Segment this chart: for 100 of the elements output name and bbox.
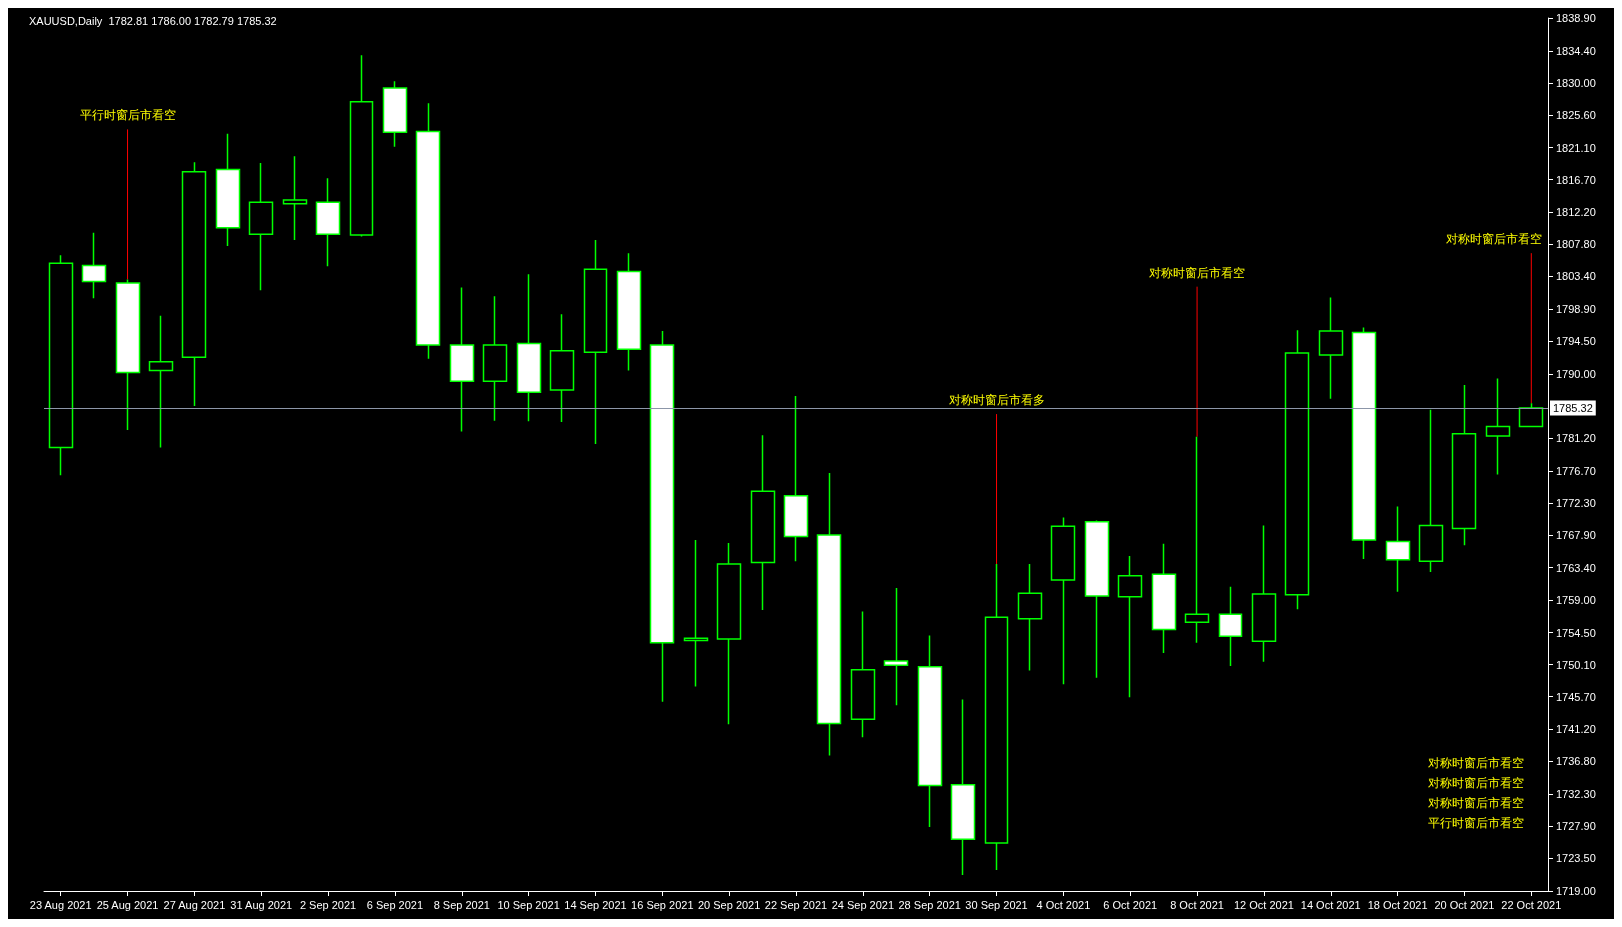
x-tick-label: 8 Oct 2021 [1170,898,1224,911]
x-tick-label: 23 Aug 2021 [29,898,92,911]
y-tick-label: 1781.20 [1556,432,1596,445]
candlestick [1251,524,1277,663]
candlestick [382,80,408,148]
y-tick-label: 1759.00 [1556,593,1596,606]
x-tick-label: 22 Oct 2021 [1501,898,1562,911]
candlestick [215,133,241,247]
ref-line-label: 1785.32 [1553,402,1593,415]
y-tick-label: 1821.10 [1556,141,1596,154]
x-tick-label: 25 Aug 2021 [96,898,159,911]
x-tick-label: 18 Oct 2021 [1367,898,1428,911]
y-tick-label: 1763.40 [1556,561,1596,574]
candlestick [683,539,709,688]
annotation: 对称时窗后市看空 [1446,232,1542,247]
y-tick-label: 1798.90 [1556,303,1596,316]
x-tick-label: 27 Aug 2021 [163,898,226,911]
candlestick [482,295,508,422]
candlestick [1318,296,1344,400]
chart-subtitle: XAUUSD,Daily 1782.81 1786.00 1782.79 1785.32 [29,14,277,27]
y-tick-label: 1745.70 [1556,690,1596,703]
candlestick [248,162,274,292]
candlestick [1518,402,1544,428]
y-tick-label: 1723.50 [1556,852,1596,865]
candlestick [349,54,374,238]
y-tick-label: 1803.40 [1556,270,1596,283]
y-tick-label: 1834.40 [1556,44,1596,57]
x-tick-label: 20 Oct 2021 [1434,898,1495,911]
y-tick-label: 1794.50 [1556,335,1596,348]
y-tick-label: 1727.90 [1556,820,1596,833]
candlestick [415,102,441,360]
x-tick-label: 14 Oct 2021 [1300,898,1361,911]
candlestick [1351,326,1377,560]
x-tick-label: 16 Sep 2021 [631,898,694,911]
y-tick-label: 1741.20 [1556,723,1596,736]
candlestick [449,286,475,433]
y-tick-label: 1816.70 [1556,173,1596,186]
y-tick-label: 1838.90 [1556,12,1596,24]
x-tick-label: 6 Oct 2021 [1103,898,1158,911]
candlestick [1117,555,1143,699]
candlestick [1485,377,1511,476]
candlestick [816,472,842,757]
x-tick-label: 28 Sep 2021 [898,898,961,911]
candlestick [516,273,542,423]
y-tick-label: 1807.80 [1556,238,1596,251]
candlestick [1418,408,1444,573]
y-tick-label: 1767.90 [1556,528,1596,541]
candlestick [1284,329,1310,610]
candlestick [649,330,675,703]
candlestick [750,434,776,611]
annotation: 对称时窗后市看多 [948,393,1045,408]
candlestick [1151,542,1177,654]
candlestick [950,698,976,876]
annotation: 平行时窗后市看空 [79,108,176,123]
candlestick [148,315,174,449]
candlestick [716,542,742,726]
candlestick [1218,585,1243,667]
x-tick-label: 31 Aug 2021 [230,898,293,911]
candlestick [850,610,876,739]
candlestick [48,254,74,476]
x-tick-label: 8 Sep 2021 [433,898,490,911]
x-tick-label: 22 Sep 2021 [764,898,828,911]
candlestick [1050,516,1076,685]
candlestick [783,395,809,562]
y-tick-label: 1812.20 [1556,206,1596,219]
candlestick [1084,519,1110,679]
candlestick [549,313,575,423]
x-tick-label: 20 Sep 2021 [697,898,761,911]
annotation: 对称时窗后市看空 [1428,776,1524,790]
annotation: 对称时窗后市看空 [1428,756,1524,770]
candlestick [1017,563,1043,672]
candlestick [616,252,642,372]
x-tick-label: 24 Sep 2021 [831,898,895,911]
y-tick-label: 1736.80 [1556,755,1596,768]
x-tick-label: 4 Oct 2021 [1036,898,1091,911]
y-tick-label: 1776.70 [1556,464,1596,477]
candlestick [181,161,207,407]
y-tick-label: 1772.30 [1556,496,1596,509]
y-tick-label: 1825.60 [1556,108,1596,121]
x-tick-label: 6 Sep 2021 [366,898,424,911]
y-tick-label: 1750.10 [1556,658,1596,671]
candlestick [917,634,943,828]
candlestick [315,177,341,268]
annotation: 对称时窗后市看空 [1149,265,1246,280]
y-tick-label: 1732.30 [1556,788,1596,801]
annotation: 对称时窗后市看空 [1428,796,1524,810]
y-tick-label: 1830.00 [1556,76,1596,89]
candlestick [883,587,909,707]
y-tick-label: 1719.00 [1556,885,1596,897]
x-tick-label: 10 Sep 2021 [497,898,560,911]
x-tick-label: 2 Sep 2021 [299,898,357,911]
annotation: 平行时窗后市看空 [1428,816,1524,830]
y-tick-label: 1790.00 [1556,368,1596,381]
candlestick [583,239,608,445]
y-tick-label: 1754.50 [1556,626,1596,639]
candlestick [1385,505,1411,593]
candlestick [81,232,107,300]
x-tick-label: 30 Sep 2021 [965,898,1028,911]
candlestick [1451,384,1477,546]
candlestick [282,155,308,241]
